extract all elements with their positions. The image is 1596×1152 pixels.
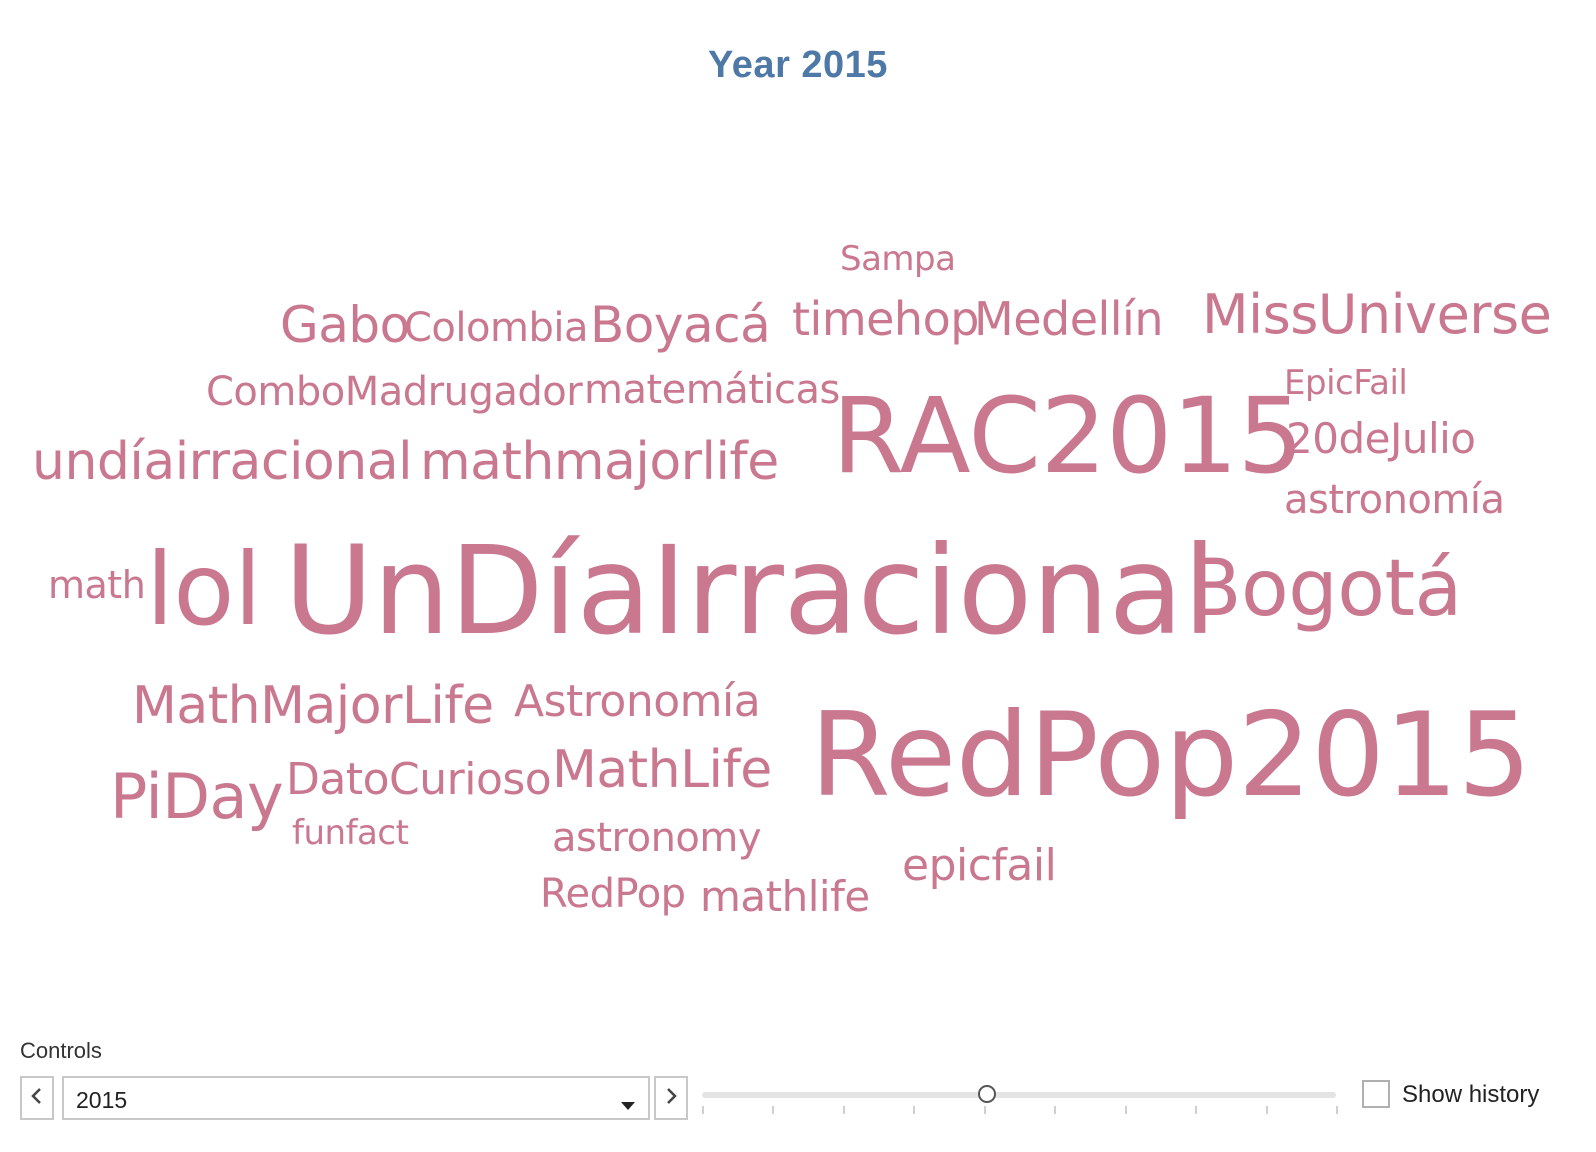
cloud-word: math bbox=[48, 563, 146, 607]
cloud-word: epicfail bbox=[902, 840, 1057, 891]
cloud-word: Astronomía bbox=[514, 676, 761, 727]
cloud-word: undíairracional bbox=[32, 432, 413, 492]
next-button[interactable] bbox=[654, 1076, 688, 1120]
cloud-word: Colombia bbox=[404, 305, 588, 351]
cloud-word: astronomy bbox=[552, 815, 762, 861]
cloud-word: EpicFail bbox=[1284, 363, 1408, 403]
dropdown-value: 2015 bbox=[76, 1087, 128, 1113]
slider-tick bbox=[913, 1106, 916, 1114]
cloud-word: MathMajorLife bbox=[132, 676, 494, 736]
slider-thumb[interactable] bbox=[978, 1085, 997, 1103]
slider-tick bbox=[772, 1106, 775, 1114]
show-history-checkbox[interactable] bbox=[1362, 1080, 1390, 1108]
word-cloud: Sampa Gabo Colombia Boyacá timehop Medellín Mi… bbox=[32, 239, 1552, 921]
cloud-word: astronomía bbox=[1284, 477, 1505, 523]
page-title: Year 2015 bbox=[708, 44, 888, 86]
slider-tick bbox=[1124, 1106, 1127, 1114]
show-history-label: Show history bbox=[1402, 1081, 1540, 1108]
chevron-left-icon bbox=[30, 1086, 44, 1110]
slider-tick bbox=[1195, 1106, 1198, 1114]
slider-tick bbox=[842, 1106, 845, 1114]
slider-tick bbox=[702, 1106, 704, 1114]
cloud-word: RedPop bbox=[540, 871, 686, 917]
cloud-word: UnDíaIrracional bbox=[284, 520, 1217, 662]
cloud-word: DatoCurioso bbox=[286, 754, 552, 805]
cloud-word: matemáticas bbox=[584, 367, 840, 413]
cloud-word: Medellín bbox=[974, 292, 1163, 346]
cloud-word: Gabo bbox=[280, 296, 410, 354]
cloud-word: PiDay bbox=[110, 760, 284, 833]
slider-tick bbox=[1336, 1106, 1338, 1114]
chevron-right-icon bbox=[664, 1086, 678, 1110]
cloud-word: RedPop2015 bbox=[810, 688, 1532, 823]
cloud-word: Sampa bbox=[840, 239, 956, 279]
cloud-word: Boyacá bbox=[590, 296, 771, 354]
cloud-word: RAC2015 bbox=[832, 375, 1304, 497]
previous-button[interactable] bbox=[20, 1076, 54, 1120]
cloud-word: Bogotá bbox=[1188, 544, 1462, 634]
caret-down-icon bbox=[620, 1096, 636, 1115]
cloud-word: lol bbox=[146, 531, 262, 648]
cloud-word: ComboMadrugador bbox=[206, 369, 583, 415]
year-dropdown[interactable]: 2015 bbox=[62, 1076, 650, 1120]
cloud-word: 20deJulio bbox=[1286, 414, 1476, 463]
cloud-word: MathLife bbox=[552, 740, 772, 800]
year-slider[interactable] bbox=[702, 1092, 1336, 1098]
slider-tick bbox=[1265, 1106, 1268, 1114]
slider-tick bbox=[983, 1106, 986, 1114]
slider-tick bbox=[1054, 1106, 1057, 1114]
cloud-word: mathmajorlife bbox=[420, 432, 779, 492]
cloud-word: MissUniverse bbox=[1202, 283, 1552, 346]
controls-label: Controls bbox=[20, 1038, 102, 1063]
cloud-word: timehop bbox=[792, 292, 979, 346]
cloud-word: mathlife bbox=[700, 872, 870, 921]
cloud-word: funfact bbox=[292, 813, 409, 853]
